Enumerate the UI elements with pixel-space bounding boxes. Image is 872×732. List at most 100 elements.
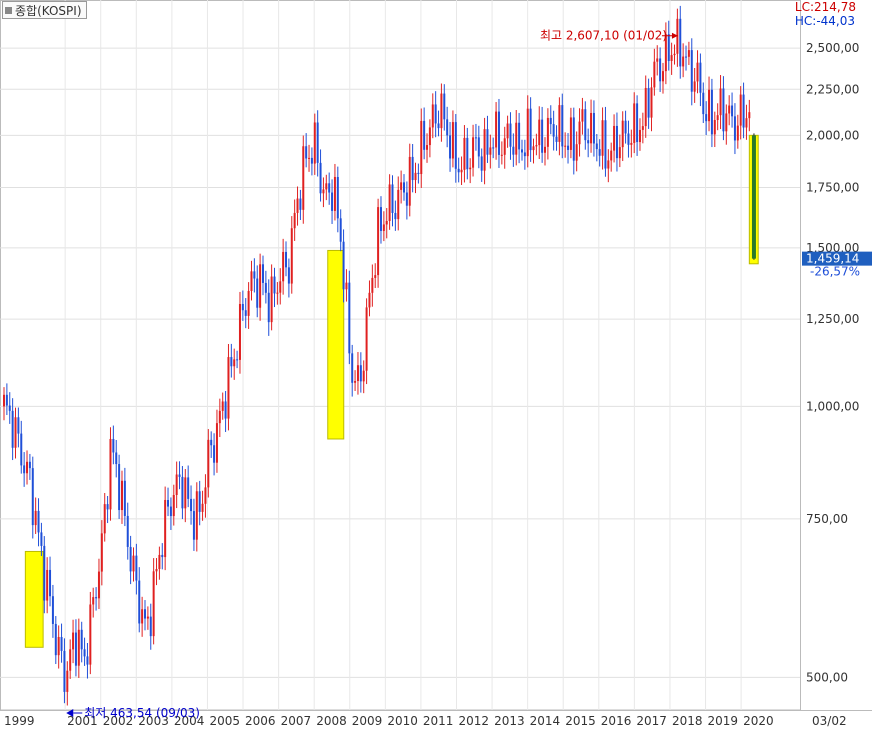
candle-body [308,157,311,159]
corner-readout: LC:214,78 HC:-44,03 [795,0,856,28]
candle-body [733,116,736,141]
candle-body [169,506,172,517]
candle-body [69,649,72,671]
candle-body [633,103,636,143]
candle-body [80,629,83,650]
candle-body [20,433,23,466]
candle-body [336,176,339,219]
candle-body [213,445,216,463]
candle-body [17,417,20,434]
y-tick-label: 2,250,00 [806,82,859,96]
candle-body [685,56,688,58]
candle-body [590,112,593,144]
candle-body [227,357,230,419]
x-tick-label: 2010 [387,714,418,728]
candle-body [676,18,679,54]
candle-body [567,145,570,150]
candle-body [604,120,607,169]
candle-body [77,629,80,666]
candle-body [302,146,305,210]
candle-body [201,503,204,512]
candle-body [319,162,322,194]
candle-body [687,50,690,57]
menu-square-icon[interactable] [5,6,12,14]
candle-body [210,439,213,446]
candle-body [233,359,236,367]
candle-body [120,480,123,511]
candle-body [457,168,460,173]
candle-body [26,461,29,474]
candle-body [690,50,693,92]
candle-body [54,623,57,656]
candle-body [348,282,351,354]
candle-body [354,381,357,383]
low-arrow-icon [66,709,74,718]
candle-body [40,532,43,546]
candle-body [748,112,751,119]
candle-body [549,117,552,125]
high-arrow-icon [671,32,678,39]
candle-body [3,394,5,407]
candle-body [613,125,616,151]
candle-body [293,212,296,229]
candle-body [241,303,244,311]
candle-body [621,120,624,148]
candle-body [618,147,621,159]
candle-body [195,491,198,540]
candle-body [238,303,241,360]
candle-body [72,632,75,650]
candle-body [100,533,103,572]
candle-body [299,198,302,210]
x-tick-label: 2002 [103,714,134,728]
candle-body [138,580,141,624]
candle-body [313,122,316,164]
candle-body [630,142,633,145]
candle-body [584,109,587,141]
x-tick-label: 2001 [67,714,98,728]
candle-body [423,120,426,150]
candle-body [518,122,521,150]
candle-body [152,571,155,637]
candle-body [417,172,420,175]
candle-body [92,597,95,605]
candle-body [731,105,734,117]
chart-title-box[interactable]: 종합(KOSPI) [2,1,87,19]
x-tick-label: 2019 [708,714,739,728]
candle-body [529,108,532,151]
chart-title: 종합(KOSPI) [15,3,82,18]
candle-body [492,147,495,149]
candle-body [451,122,454,159]
candle-body [506,123,509,139]
candle-body [221,401,224,411]
y-tick-label: 2,000,00 [806,128,859,142]
candle-body [31,468,34,526]
candle-body [431,104,434,128]
candle-body [115,452,118,465]
candle-body [526,108,529,157]
candle-body [610,150,613,161]
candle-body [49,569,52,597]
candle-body [500,154,503,156]
candle-body [535,145,538,147]
x-tick-label: 2006 [245,714,276,728]
candle-body [46,569,49,601]
candle-body [345,282,348,290]
candle-body [561,105,564,147]
candle-body [259,264,262,308]
candle-body [316,122,319,163]
candle-body [682,56,685,67]
candle-body [538,119,541,146]
candle-body [146,616,149,619]
candle-body [656,58,659,62]
y-tick-label: 500,00 [806,670,848,684]
candle-body [155,569,158,572]
candle-body [541,119,544,153]
candle-body [497,111,500,155]
candle-body [552,124,555,137]
candle-body [322,189,325,194]
candle-body [555,136,558,142]
x-tick-label: 2008 [316,714,347,728]
candle-body [595,143,598,150]
candle-body [270,276,273,323]
